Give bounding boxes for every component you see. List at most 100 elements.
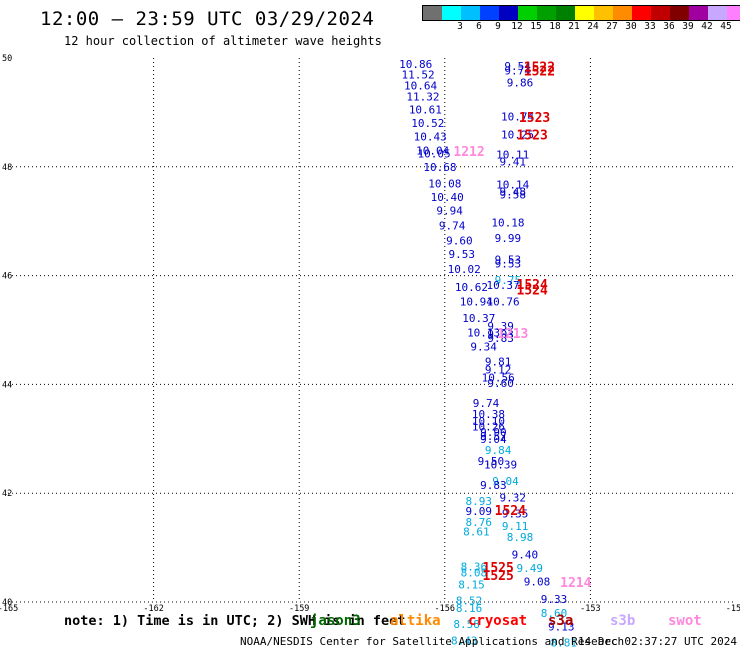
wave-height-reading: 10.43 [414, 131, 447, 144]
wave-height-reading: 10.10 [472, 415, 505, 428]
color-swatch [651, 6, 670, 20]
wave-height-reading: 9.13 [548, 620, 575, 633]
color-legend-label: 9 [495, 21, 501, 32]
pass-number-label: 1213 [497, 327, 528, 342]
longitude-tick-label: -153 [580, 604, 600, 614]
wave-height-reading: 9.32 [499, 491, 526, 504]
wave-height-reading: 9.90 [480, 426, 507, 439]
mission-legend-altika: altika [390, 613, 441, 629]
latitude-tick-label: 40 [2, 598, 12, 608]
color-swatch [423, 6, 442, 20]
color-swatch [556, 6, 575, 20]
color-legend-label: 36 [663, 21, 675, 32]
wave-height-reading: 9.12 [485, 364, 512, 377]
longitude-tick-label: -162 [143, 604, 163, 614]
wave-height-reading: 9.48 [499, 186, 526, 199]
latitude-tick-label: 44 [2, 380, 12, 390]
wave-height-reading: 9.33 [541, 593, 568, 606]
wave-height-reading: 9.58 [499, 188, 526, 201]
wave-height-reading: 10.05 [418, 148, 451, 161]
wave-height-reading: 10.18 [491, 217, 524, 230]
color-swatch [613, 6, 632, 20]
wave-height-reading: 10.13 [467, 327, 500, 340]
color-swatch [632, 6, 651, 20]
wave-height-reading: 10.56 [482, 372, 515, 385]
wave-height-reading: 10.39 [484, 459, 517, 472]
wave-height-reading: 8.36 [461, 560, 488, 573]
wave-height-reading: 9.04 [480, 433, 507, 446]
wave-height-reading: 9.53 [449, 248, 476, 261]
color-swatch [708, 6, 727, 20]
pass-number-label: 1524 [517, 278, 548, 293]
color-legend-label: 39 [682, 21, 694, 32]
wave-height-reading: 9.94 [436, 205, 463, 218]
pass-number-label: 1214 [560, 576, 591, 591]
wave-height-reading: 10.11 [496, 149, 529, 162]
color-legend-label: 45 [720, 21, 732, 32]
wave-height-reading: 10.86 [399, 58, 432, 71]
wave-height-reading: 10.25 [501, 129, 534, 142]
wave-height-reading: 8.98 [507, 531, 534, 544]
mission-legend-jason3: jason3 [310, 613, 361, 629]
wave-height-reading: 8.08 [461, 566, 488, 579]
color-swatch [518, 6, 537, 20]
wave-height-reading: 9.11 [502, 520, 529, 533]
wave-height-reading: 9.84 [485, 444, 512, 457]
wave-height-reading: 10.02 [448, 263, 481, 276]
color-swatch [575, 6, 594, 20]
wave-height-reading: 9.08 [524, 576, 551, 589]
mission-legend-swot: swot [668, 613, 702, 629]
latitude-tick-label: 42 [2, 489, 12, 499]
wave-height-reading: 10.74 [501, 111, 534, 124]
color-swatch [537, 6, 556, 20]
pass-number-label: 1524 [517, 284, 548, 299]
wave-height-reading: 9.35 [502, 508, 529, 521]
wave-height-reading: 10.76 [486, 296, 519, 309]
pass-number-label: 1525 [483, 569, 514, 584]
color-swatch [670, 6, 689, 20]
pass-number-label: 1523 [517, 129, 548, 144]
wave-height-reading: 9.39 [487, 320, 514, 333]
wave-height-reading: 10.61 [409, 103, 442, 116]
wave-height-reading: 9.40 [512, 548, 539, 561]
generation-timestamp: 14 Dec 02:37:27 UTC 2024 [578, 635, 737, 648]
wave-height-reading: 9.41 [499, 156, 526, 169]
wave-height-reading: 10.26 [472, 421, 505, 434]
color-swatch [594, 6, 613, 20]
wave-height-reading: 9.03 [487, 328, 514, 341]
latitude-tick-label: 46 [2, 272, 12, 282]
wave-height-reading: 10.40 [431, 191, 464, 204]
mission-legend-cryosat: cryosat [468, 613, 528, 629]
pass-number-label: 1524 [495, 504, 526, 519]
page-subtitle: 12 hour collection of altimeter wave hei… [64, 34, 382, 48]
wave-height-reading: 9.53 [495, 257, 522, 270]
wave-height-reading: 10.37 [462, 312, 495, 325]
wave-height-reading: 9.34 [470, 341, 497, 354]
color-legend-label: 15 [530, 21, 542, 32]
color-swatch [480, 6, 499, 20]
color-legend-label: 3 [457, 21, 463, 32]
color-swatch [442, 6, 461, 20]
wave-height-reading: 9.74 [504, 64, 531, 77]
wave-height-reading: 9.81 [485, 355, 512, 368]
wave-height-reading: 8.61 [463, 526, 490, 539]
longitude-tick-label: -150 [726, 604, 740, 614]
wave-height-reading: 10.08 [428, 177, 461, 190]
wave-height-reading: 9.83 [487, 332, 514, 345]
wave-height-reading: 9.54 [504, 60, 531, 73]
color-legend-label: 6 [476, 21, 482, 32]
wave-height-reading: 9.04 [492, 475, 519, 488]
mission-legend-s3a: s3a [548, 613, 574, 629]
wave-height-reading: 10.04 [416, 144, 449, 157]
color-legend-label: 12 [511, 21, 523, 32]
wave-height-reading: 10.38 [472, 408, 505, 421]
wave-height-reading: 10.14 [496, 179, 529, 192]
wave-height-reading: 9.86 [507, 76, 534, 89]
longitude-tick-label: -156 [435, 604, 455, 614]
wave-height-reading: 9.83 [480, 479, 507, 492]
latitude-tick-label: 50 [2, 54, 12, 64]
mission-legend: jason3 altika cryosat s3a s3b swot [0, 613, 740, 631]
wave-height-reading: 9.50 [478, 455, 505, 468]
credit-line: NOAA/NESDIS Center for Satellite Applica… [240, 635, 625, 648]
